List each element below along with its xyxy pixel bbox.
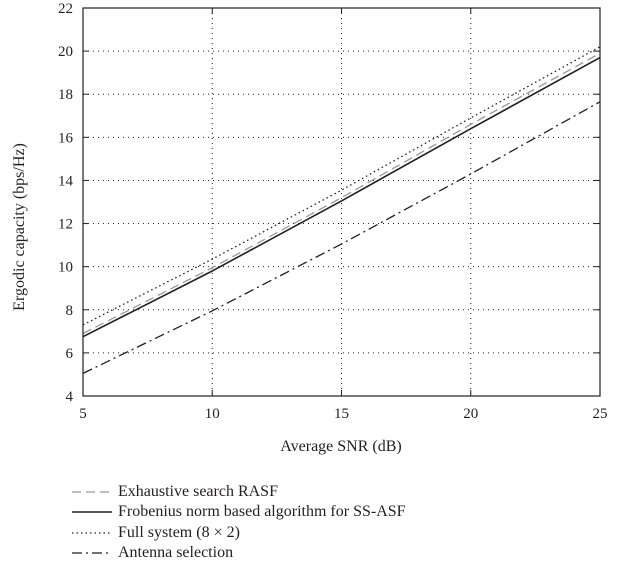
x-tick-label: 5 [79,406,87,422]
y-tick-label: 6 [66,346,74,362]
y-tick-label: 14 [58,173,74,189]
y-tick-label: 8 [66,303,74,319]
plot-frame [82,7,601,397]
legend-label: Antenna selection [118,544,234,562]
legend-swatch [72,532,112,534]
grid-lines [83,8,600,396]
legend-label: Frobenius norm based algorithm for SS-AS… [118,503,406,521]
x-tick-label: 25 [593,406,608,422]
y-tick-label: 12 [58,217,73,233]
y-tick-labels: 4 6 8 10 12 14 16 18 20 22 [58,1,74,405]
capacity-chart: 5 10 15 20 25 4 6 8 10 12 14 16 18 20 22 Average SNR … [11,1,608,455]
legend-item: Antenna selection [72,543,406,563]
legend-swatch [72,511,112,514]
series-line-solid [82,56,601,338]
x-tick-label: 20 [463,406,478,422]
x-tick-label: 15 [334,406,349,422]
legend-item: Frobenius norm based algorithm for SS-AS… [72,502,406,522]
x-axis-title: Average SNR (dB) [280,438,401,455]
legend-swatch [72,552,112,554]
axis-ticks [82,7,601,397]
series-lines [82,46,601,374]
x-tick-labels: 5 10 15 20 25 [79,406,607,422]
legend-item: Exhaustive search RASF [72,482,406,502]
legend-label: Full system (8 × 2) [118,523,240,541]
legend-label: Exhaustive search RASF [118,483,278,501]
y-tick-label: 20 [58,44,73,60]
y-tick-label: 16 [58,130,74,146]
legend-swatch [72,491,112,493]
x-tick-label: 10 [205,406,220,422]
series-line-dashdot [82,101,601,374]
y-tick-label: 18 [58,87,73,103]
chart-legend: Exhaustive search RASF Frobenius norm bas… [72,482,406,563]
y-tick-label: 22 [58,1,73,17]
y-tick-label: 10 [58,260,73,276]
legend-item: Full system (8 × 2) [72,523,406,543]
y-axis-title: Ergodic capacity (bps/Hz) [11,143,28,311]
y-tick-label: 4 [66,389,74,405]
